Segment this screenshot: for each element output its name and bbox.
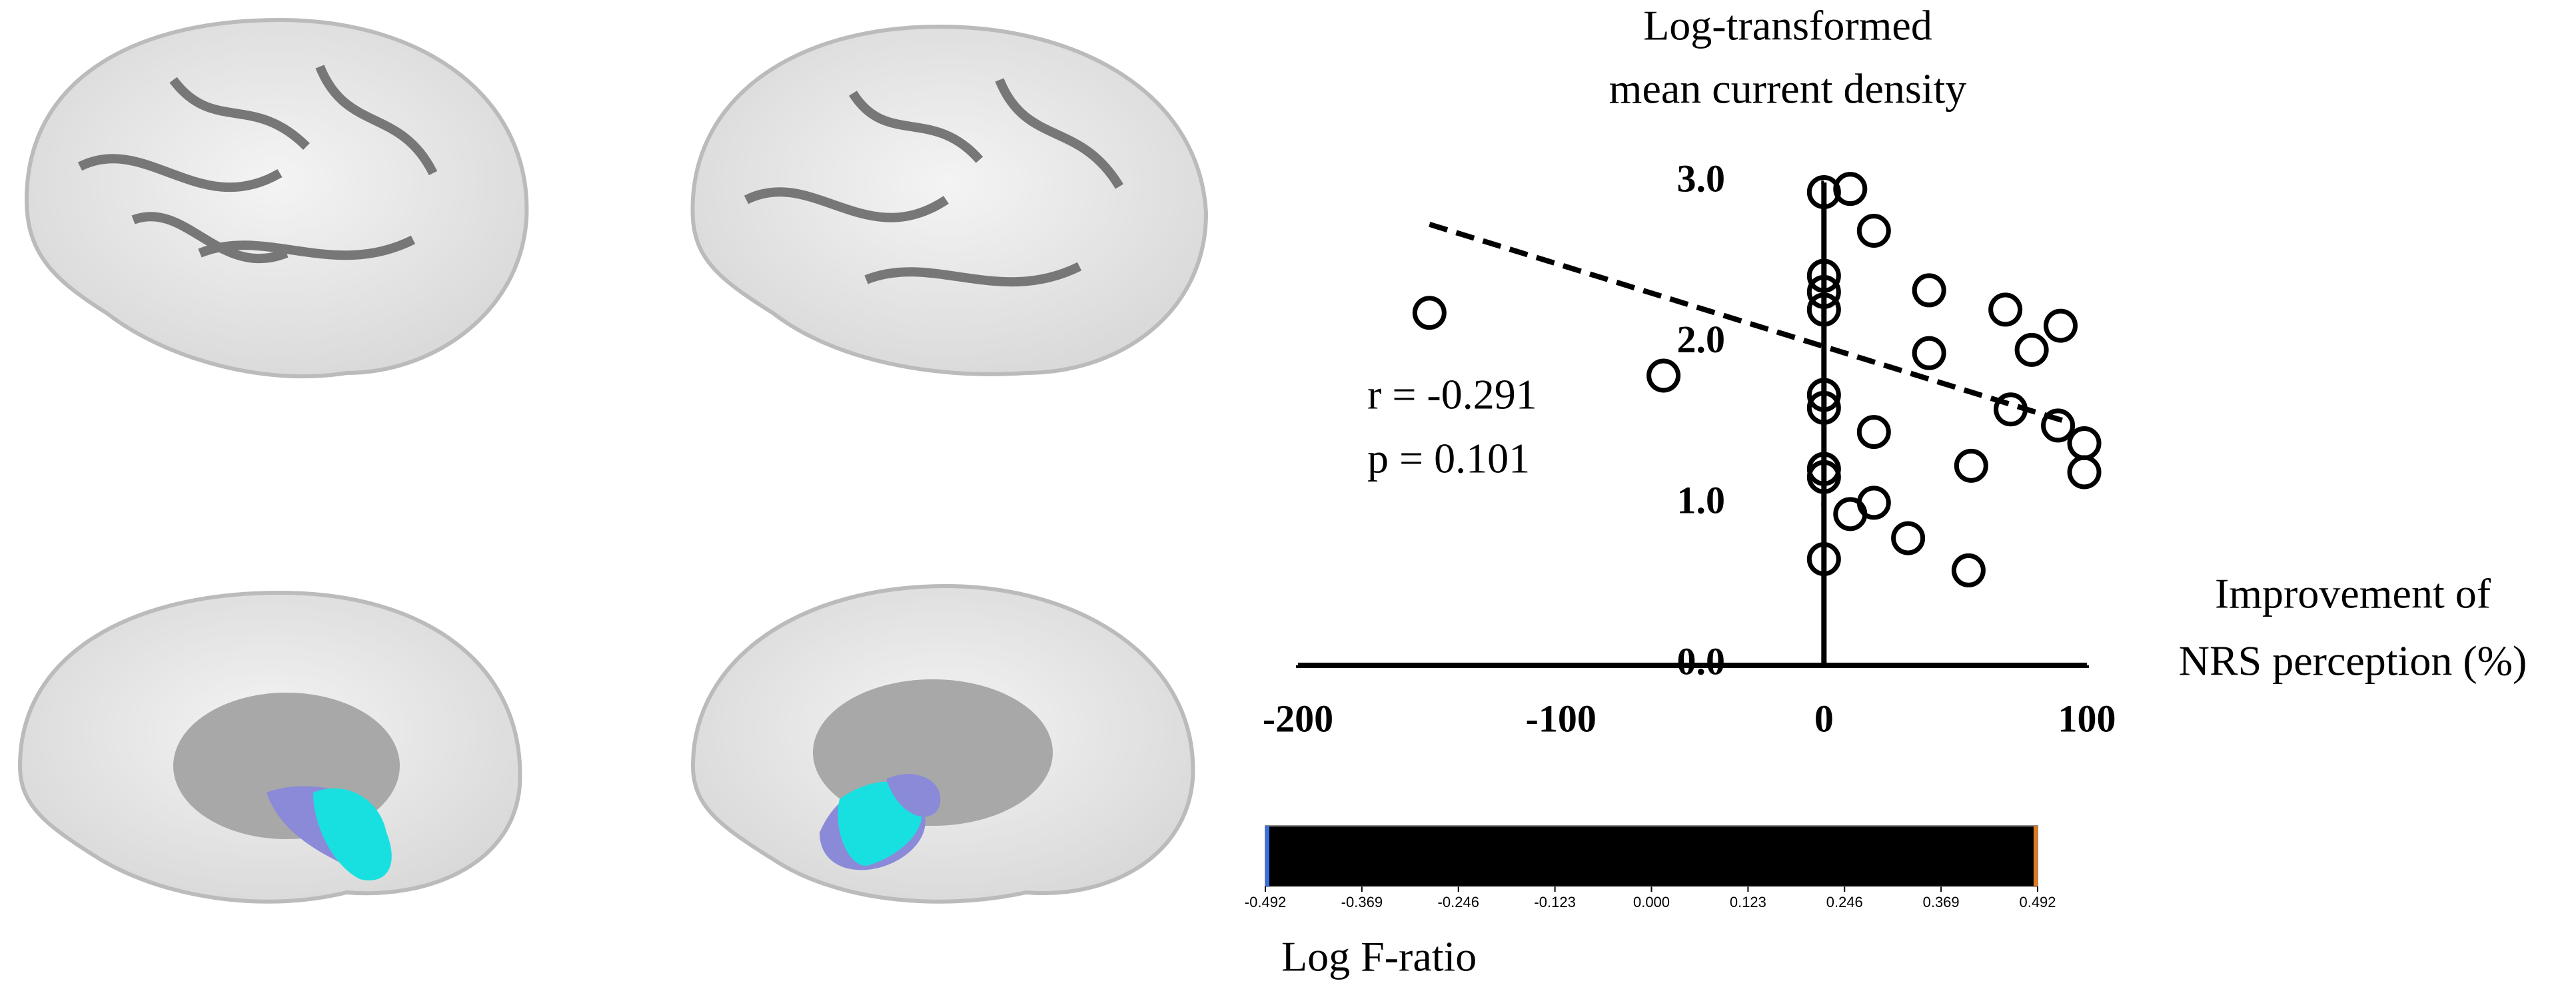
annotation: p = 0.101 xyxy=(1367,435,1530,482)
colorbar xyxy=(1265,825,2038,887)
y-tick-label: 2.0 xyxy=(1677,318,1726,361)
chart-title: mean current density xyxy=(1609,65,1967,113)
colorbar-tick-label: 0.246 xyxy=(1826,894,1863,910)
data-point xyxy=(1891,521,1926,555)
data-point xyxy=(1994,392,2028,427)
x-axis-label: NRS perception (%) xyxy=(2179,637,2527,685)
colorbar-tick-label: 0.123 xyxy=(1730,894,1766,910)
colorbar-tick-label: 0.369 xyxy=(1923,894,1960,910)
y-tick-label: 0.0 xyxy=(1677,639,1726,683)
data-point xyxy=(2014,332,2049,367)
colorbar-tick-label: -0.369 xyxy=(1341,894,1383,910)
data-point xyxy=(2041,408,2076,443)
data-point xyxy=(1646,358,1681,393)
data-point xyxy=(1833,497,1868,531)
data-point xyxy=(1856,214,1891,248)
data-point xyxy=(1806,378,1841,412)
brain-medial-right xyxy=(690,583,1195,904)
brain-images xyxy=(17,17,1209,904)
chart-title: Log-transformed xyxy=(1643,2,1932,49)
colorbar-tick-label: -0.492 xyxy=(1245,894,1286,910)
data-point xyxy=(2067,455,2102,490)
x-tick-label: 100 xyxy=(2058,697,2116,740)
x-tick-label: 0 xyxy=(1814,697,1834,740)
data-point xyxy=(1412,296,1447,330)
annotation: r = -0.291 xyxy=(1367,371,1537,418)
data-point xyxy=(1951,553,1986,587)
x-tick-label: -100 xyxy=(1526,697,1597,740)
data-point xyxy=(1988,292,2023,327)
colorbar-label: Log F-ratio xyxy=(1281,933,1477,980)
y-tick-label: 3.0 xyxy=(1677,157,1726,200)
colorbar-low xyxy=(1265,826,1269,886)
data-point xyxy=(1806,542,1841,576)
data-point xyxy=(2067,426,2102,460)
colorbar-high xyxy=(2034,826,2038,886)
data-point xyxy=(1806,175,1841,209)
data-point xyxy=(2044,308,2078,343)
x-axis-label: Improvement of xyxy=(2215,570,2491,617)
data-point xyxy=(1912,273,1946,308)
data-point xyxy=(1856,415,1891,450)
data-point xyxy=(1833,172,1868,206)
colorbar-tick-label: -0.246 xyxy=(1438,894,1479,910)
colorbar-tick-label: 0.000 xyxy=(1633,894,1670,910)
x-tick-label: -200 xyxy=(1263,697,1333,740)
data-point xyxy=(1912,336,1946,370)
y-tick-label: 1.0 xyxy=(1677,479,1726,522)
data-point xyxy=(1806,460,1841,494)
trend-line xyxy=(1429,222,2075,427)
brain-medial-left xyxy=(17,590,522,904)
data-point xyxy=(1806,292,1841,327)
data-point xyxy=(1806,274,1841,309)
brain-lateral-right xyxy=(690,24,1209,376)
brain-lateral-left xyxy=(24,17,529,379)
colorbar-tick-label: -0.123 xyxy=(1534,894,1575,910)
colorbar-tick-label: 0.492 xyxy=(2019,894,2056,910)
data-point xyxy=(1806,390,1841,425)
data-point xyxy=(1806,258,1841,293)
data-point xyxy=(1954,448,1988,483)
